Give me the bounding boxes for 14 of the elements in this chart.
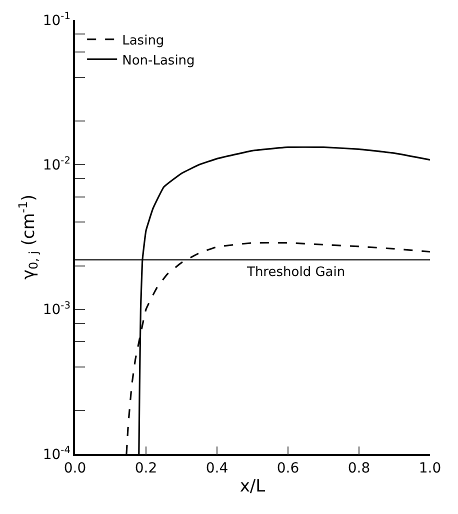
legend-label: Non-Lasing bbox=[122, 53, 195, 68]
ref-line-label: Threshold Gain bbox=[246, 265, 346, 280]
x-tick-label: 0.6 bbox=[276, 460, 300, 477]
x-tick-label: 0.0 bbox=[64, 460, 86, 477]
y-tick-label: 10$^{-4}$ bbox=[42, 445, 70, 463]
legend-label: Lasing bbox=[122, 33, 164, 48]
y-tick-label: 10$^{-3}$ bbox=[42, 300, 70, 318]
y-tick-label: 10$^{-1}$ bbox=[42, 11, 70, 29]
x-tick-label: 0.2 bbox=[134, 460, 158, 477]
x-tick-label: 1.0 bbox=[418, 460, 442, 477]
x-tick-label: 0.4 bbox=[206, 460, 228, 477]
x-axis-title: x/L bbox=[240, 476, 266, 496]
y-tick-label: 10$^{-2}$ bbox=[42, 156, 70, 174]
x-tick-label: 0.8 bbox=[348, 460, 370, 477]
